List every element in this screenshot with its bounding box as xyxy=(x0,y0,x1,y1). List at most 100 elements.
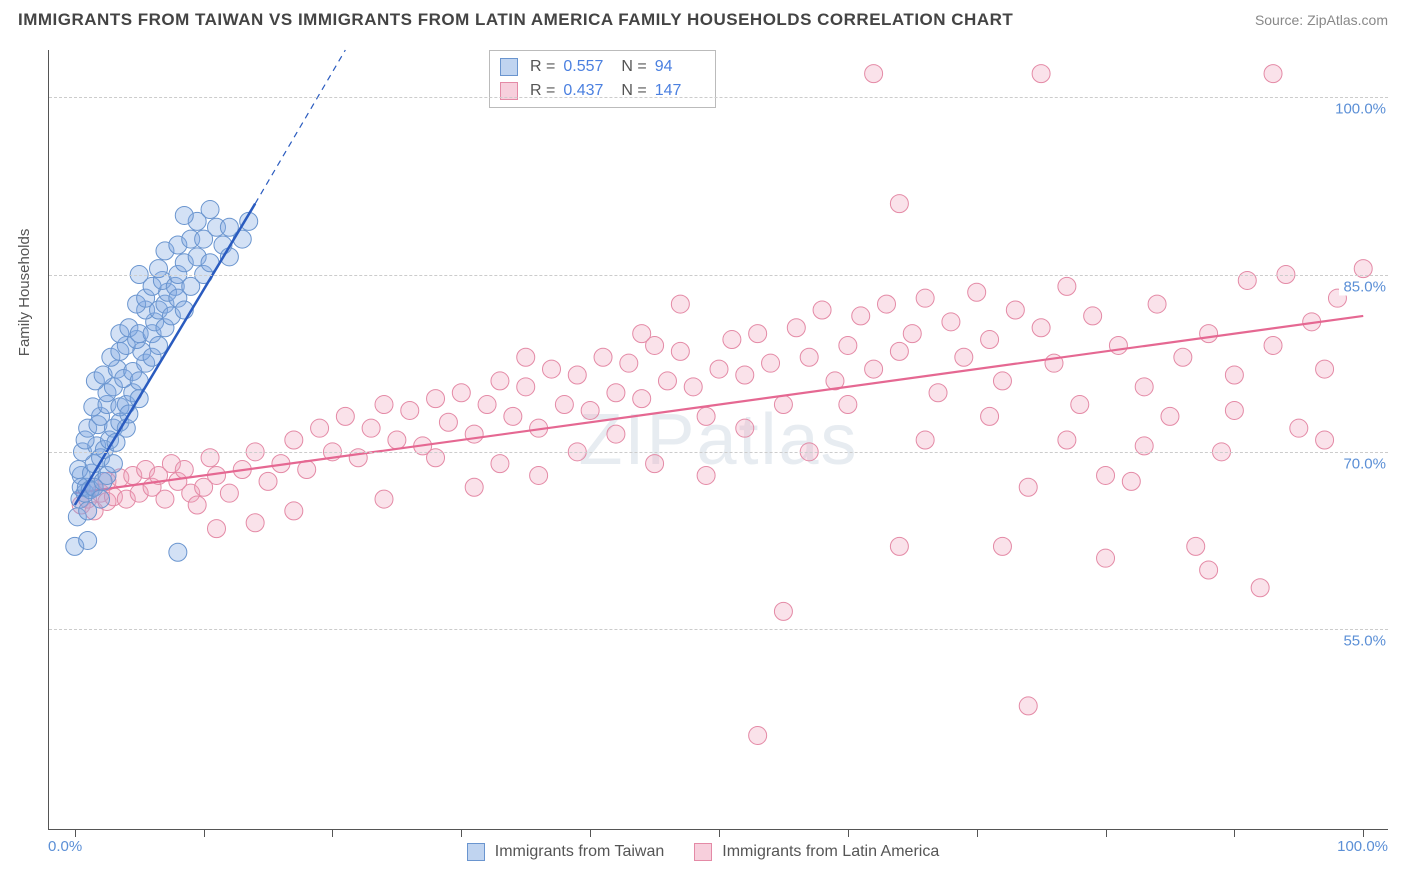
data-point xyxy=(388,431,406,449)
data-point xyxy=(852,307,870,325)
data-point xyxy=(1097,466,1115,484)
data-point xyxy=(865,360,883,378)
data-point xyxy=(465,425,483,443)
data-point xyxy=(774,602,792,620)
gridline xyxy=(49,275,1388,276)
data-point xyxy=(285,502,303,520)
data-point xyxy=(452,384,470,402)
data-point xyxy=(1071,396,1089,414)
data-point xyxy=(465,478,483,496)
data-point xyxy=(336,407,354,425)
data-point xyxy=(104,455,122,473)
legend-label-latin: Immigrants from Latin America xyxy=(722,843,939,861)
x-tick xyxy=(461,829,462,837)
data-point xyxy=(1187,537,1205,555)
x-tick xyxy=(1234,829,1235,837)
scatter-svg xyxy=(49,50,1389,830)
data-point xyxy=(1264,65,1282,83)
legend-row-latin: R = 0.437 N = 147 xyxy=(500,79,705,103)
data-point xyxy=(736,366,754,384)
legend-item-taiwan: Immigrants from Taiwan xyxy=(467,843,665,861)
data-point xyxy=(839,396,857,414)
data-point xyxy=(787,319,805,337)
data-point xyxy=(1148,295,1166,313)
data-point xyxy=(517,348,535,366)
gridline xyxy=(49,97,1388,98)
data-point xyxy=(723,331,741,349)
taiwan-n-value: 94 xyxy=(655,55,705,79)
data-point xyxy=(710,360,728,378)
data-point xyxy=(981,331,999,349)
data-point xyxy=(981,407,999,425)
source-link[interactable]: ZipAtlas.com xyxy=(1307,12,1388,28)
y-tick-label: 85.0% xyxy=(1339,278,1390,295)
data-point xyxy=(890,342,908,360)
x-tick xyxy=(1106,829,1107,837)
data-point xyxy=(246,514,264,532)
data-point xyxy=(1084,307,1102,325)
data-point xyxy=(530,466,548,484)
data-point xyxy=(1058,431,1076,449)
data-point xyxy=(169,543,187,561)
x-tick xyxy=(75,829,76,837)
plot-region: ZIPatlas R = 0.557 N = 94 R = 0.437 N = … xyxy=(48,50,1388,830)
data-point xyxy=(813,301,831,319)
data-point xyxy=(1006,301,1024,319)
data-point xyxy=(1200,561,1218,579)
x-tick xyxy=(590,829,591,837)
chart-title: IMMIGRANTS FROM TAIWAN VS IMMIGRANTS FRO… xyxy=(18,10,1013,30)
data-point xyxy=(156,490,174,508)
data-point xyxy=(594,348,612,366)
data-point xyxy=(620,354,638,372)
data-point xyxy=(1251,579,1269,597)
data-point xyxy=(1097,549,1115,567)
data-point xyxy=(774,396,792,414)
data-point xyxy=(1225,366,1243,384)
data-point xyxy=(968,283,986,301)
r-label: R = xyxy=(530,79,555,103)
data-point xyxy=(362,419,380,437)
data-point xyxy=(955,348,973,366)
data-point xyxy=(633,325,651,343)
data-point xyxy=(1200,325,1218,343)
legend-label-taiwan: Immigrants from Taiwan xyxy=(495,843,665,861)
data-point xyxy=(175,206,193,224)
x-tick xyxy=(719,829,720,837)
data-point xyxy=(92,490,110,508)
x-tick xyxy=(204,829,205,837)
data-point xyxy=(1264,336,1282,354)
series-legend: Immigrants from Taiwan Immigrants from L… xyxy=(0,843,1406,861)
data-point xyxy=(375,490,393,508)
data-point xyxy=(259,472,277,490)
data-point xyxy=(375,396,393,414)
data-point xyxy=(1174,348,1192,366)
data-point xyxy=(993,537,1011,555)
data-point xyxy=(942,313,960,331)
data-point xyxy=(517,378,535,396)
data-point xyxy=(79,531,97,549)
data-point xyxy=(1122,472,1140,490)
y-axis-title: Family Households xyxy=(16,229,33,357)
swatch-blue xyxy=(467,843,485,861)
gridline xyxy=(49,629,1388,630)
data-point xyxy=(491,372,509,390)
data-point xyxy=(1316,431,1334,449)
gridline xyxy=(49,452,1388,453)
data-point xyxy=(736,419,754,437)
trend-line xyxy=(255,50,345,204)
data-point xyxy=(1032,319,1050,337)
data-point xyxy=(220,484,238,502)
data-point xyxy=(1135,378,1153,396)
data-point xyxy=(1109,336,1127,354)
data-point xyxy=(749,726,767,744)
data-point xyxy=(311,419,329,437)
data-point xyxy=(285,431,303,449)
data-point xyxy=(1161,407,1179,425)
taiwan-r-value: 0.557 xyxy=(563,55,613,79)
correlation-legend: R = 0.557 N = 94 R = 0.437 N = 147 xyxy=(489,50,716,108)
data-point xyxy=(543,360,561,378)
data-point xyxy=(916,289,934,307)
data-point xyxy=(839,336,857,354)
data-point xyxy=(150,336,168,354)
data-point xyxy=(201,201,219,219)
